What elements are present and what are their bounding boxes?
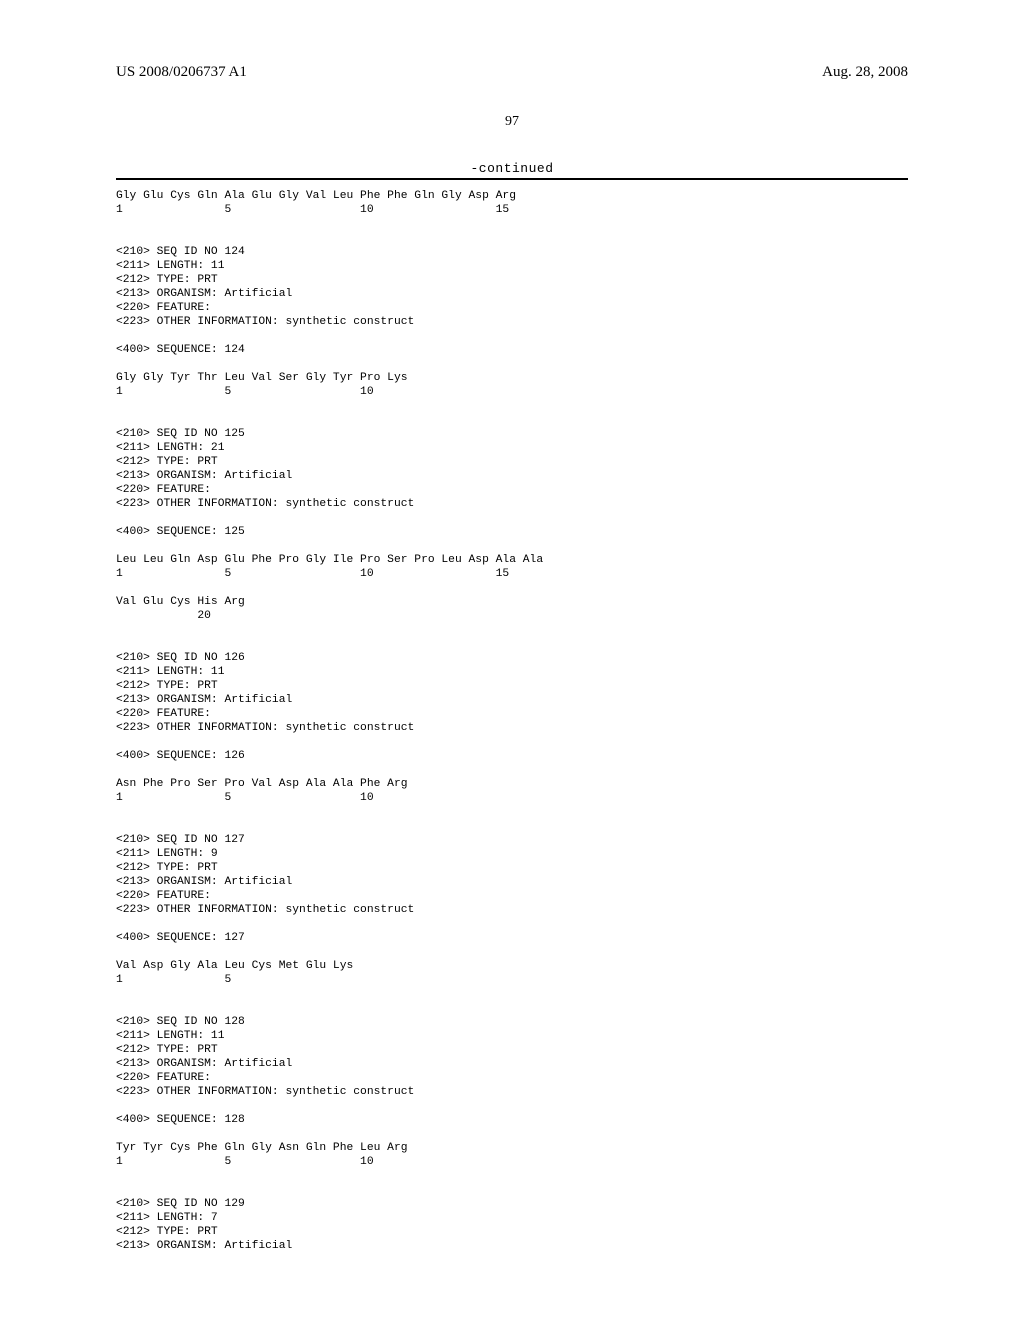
page-number: 97: [0, 114, 1024, 130]
page: US 2008/0206737 A1 Aug. 28, 2008 97 -con…: [0, 0, 1024, 1320]
sequence-listing-block: -continued Gly Glu Cys Gln Ala Glu Gly V…: [116, 161, 908, 1253]
publication-number: US 2008/0206737 A1: [116, 64, 247, 81]
horizontal-rule: [116, 178, 908, 180]
publication-date: Aug. 28, 2008: [822, 64, 908, 81]
sequence-listing-text: Gly Glu Cys Gln Ala Glu Gly Val Leu Phe …: [116, 189, 908, 1253]
continued-label: -continued: [116, 161, 908, 176]
